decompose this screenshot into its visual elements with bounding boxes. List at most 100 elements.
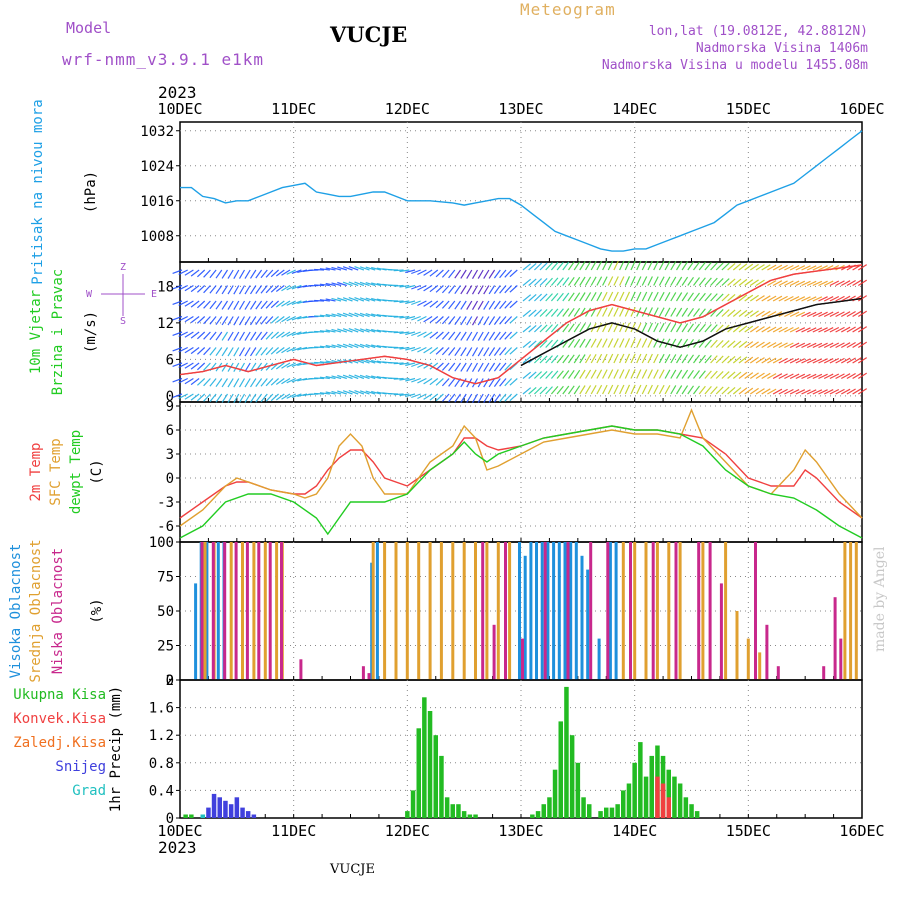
wind-arrow bbox=[801, 280, 811, 287]
wind-arrow bbox=[562, 323, 570, 333]
bar-ukupna-kisa bbox=[461, 811, 467, 818]
wind-arrow bbox=[417, 393, 427, 400]
wind-arrow bbox=[721, 371, 730, 379]
wind-arrow bbox=[286, 269, 296, 275]
wind-arrow bbox=[196, 362, 206, 371]
wind-arrow bbox=[778, 373, 788, 380]
wind-arrow bbox=[178, 346, 188, 353]
wind-arrow bbox=[435, 285, 444, 293]
wind-arrow bbox=[441, 393, 450, 402]
wind-unit: (m/s) bbox=[83, 311, 99, 353]
wind-arrow bbox=[715, 308, 724, 317]
wind-arrow bbox=[291, 362, 302, 367]
wind-arrow bbox=[607, 384, 614, 395]
wind-arrow bbox=[801, 342, 811, 349]
wind-arrow bbox=[829, 326, 840, 333]
wind-arrow bbox=[715, 293, 724, 302]
bar-srednja-oblacnost bbox=[496, 542, 500, 680]
wind-arrow bbox=[255, 378, 263, 387]
wind-arrow bbox=[265, 362, 274, 371]
wind-arrow bbox=[556, 261, 564, 271]
wind-arrow bbox=[411, 284, 421, 290]
wind-arrow bbox=[184, 362, 194, 369]
wind-arrow bbox=[664, 307, 671, 317]
wind-arrow bbox=[636, 260, 642, 271]
wind-arrow bbox=[325, 282, 336, 287]
wind-arrow bbox=[423, 300, 433, 307]
bar-niska-oblacnost bbox=[245, 542, 249, 680]
wind-arrow bbox=[596, 353, 603, 364]
wind-arrow bbox=[681, 276, 689, 286]
wind-arrow bbox=[539, 262, 548, 271]
wind-arrow bbox=[466, 378, 473, 388]
wind-arrow bbox=[846, 326, 856, 333]
bar-visoka-oblacnost bbox=[518, 542, 521, 680]
wind-arrow bbox=[823, 358, 834, 364]
wind-arrow bbox=[275, 269, 285, 277]
wind-arrow bbox=[823, 296, 834, 302]
wind-arrow bbox=[297, 300, 308, 304]
wind-arrow bbox=[653, 384, 659, 395]
wind-arrow bbox=[755, 279, 765, 287]
bar-niska-oblacnost bbox=[299, 659, 303, 680]
footer-station: VUCJE bbox=[330, 862, 375, 877]
bar-ukupna-kisa bbox=[433, 735, 438, 818]
wind-arrow bbox=[325, 298, 336, 302]
y-tick-label-cloud: 0 bbox=[166, 673, 174, 689]
wind-arrow bbox=[348, 297, 359, 302]
wind-arrow bbox=[675, 276, 683, 286]
wind-arrow bbox=[647, 322, 653, 333]
wind-arrow bbox=[664, 323, 671, 333]
wind-arrow bbox=[715, 262, 724, 271]
wind-arrow bbox=[227, 378, 234, 388]
wind-arrow bbox=[568, 338, 575, 348]
wind-arrow bbox=[681, 354, 689, 364]
wind-arrow bbox=[630, 260, 636, 271]
bar-niska-oblacnost bbox=[361, 666, 365, 680]
wind-arrow bbox=[371, 282, 382, 287]
wind-arrow bbox=[675, 354, 683, 364]
wind-arrow bbox=[331, 328, 342, 333]
wind-arrow bbox=[348, 312, 359, 318]
wind-arrow bbox=[172, 377, 183, 383]
bar-srednja-oblacnost bbox=[678, 542, 682, 680]
wind-arrow bbox=[823, 280, 834, 287]
wind-arrow bbox=[466, 347, 473, 357]
wind-arrow bbox=[203, 269, 211, 278]
cloud-unit: (%) bbox=[89, 598, 105, 623]
y-tick-label-precip: 0.8 bbox=[149, 756, 174, 772]
bar-visoka-oblacnost bbox=[375, 542, 379, 680]
wind-arrow bbox=[454, 331, 461, 341]
wind-arrow bbox=[749, 387, 759, 395]
wind-arrow bbox=[365, 359, 376, 364]
wind-arrow bbox=[522, 387, 532, 395]
wind-arrow bbox=[393, 284, 404, 287]
wind-arrow bbox=[812, 265, 823, 271]
wind-arrow bbox=[244, 378, 251, 388]
wind-arrow bbox=[619, 384, 625, 395]
wind-arrow bbox=[761, 295, 771, 302]
wind-arrow bbox=[190, 300, 200, 308]
wind-arrow bbox=[466, 300, 473, 310]
wind-arrow bbox=[596, 338, 603, 348]
bar-visoka-oblacnost bbox=[205, 542, 209, 680]
wind-arrow bbox=[778, 326, 788, 333]
wind-arrow bbox=[275, 300, 285, 308]
wind-arrow bbox=[573, 261, 581, 271]
wind-arrow bbox=[325, 313, 336, 318]
wind-arrow bbox=[244, 362, 251, 372]
wind-arrow bbox=[607, 322, 614, 333]
wind-arrow bbox=[710, 324, 718, 333]
wind-arrow bbox=[579, 338, 586, 348]
wind-arrow bbox=[568, 307, 575, 317]
wind-arrow bbox=[602, 369, 608, 379]
wind-arrow bbox=[784, 388, 794, 395]
bar-niska-oblacnost bbox=[566, 542, 570, 680]
wind-arrow bbox=[238, 300, 246, 310]
wind-arrow bbox=[221, 331, 229, 341]
bar-niska-oblacnost bbox=[257, 542, 261, 680]
wind-arrow bbox=[710, 339, 718, 348]
wind-arrow bbox=[244, 300, 251, 310]
wind-arrow bbox=[539, 370, 548, 379]
wind-arrow bbox=[286, 346, 296, 353]
